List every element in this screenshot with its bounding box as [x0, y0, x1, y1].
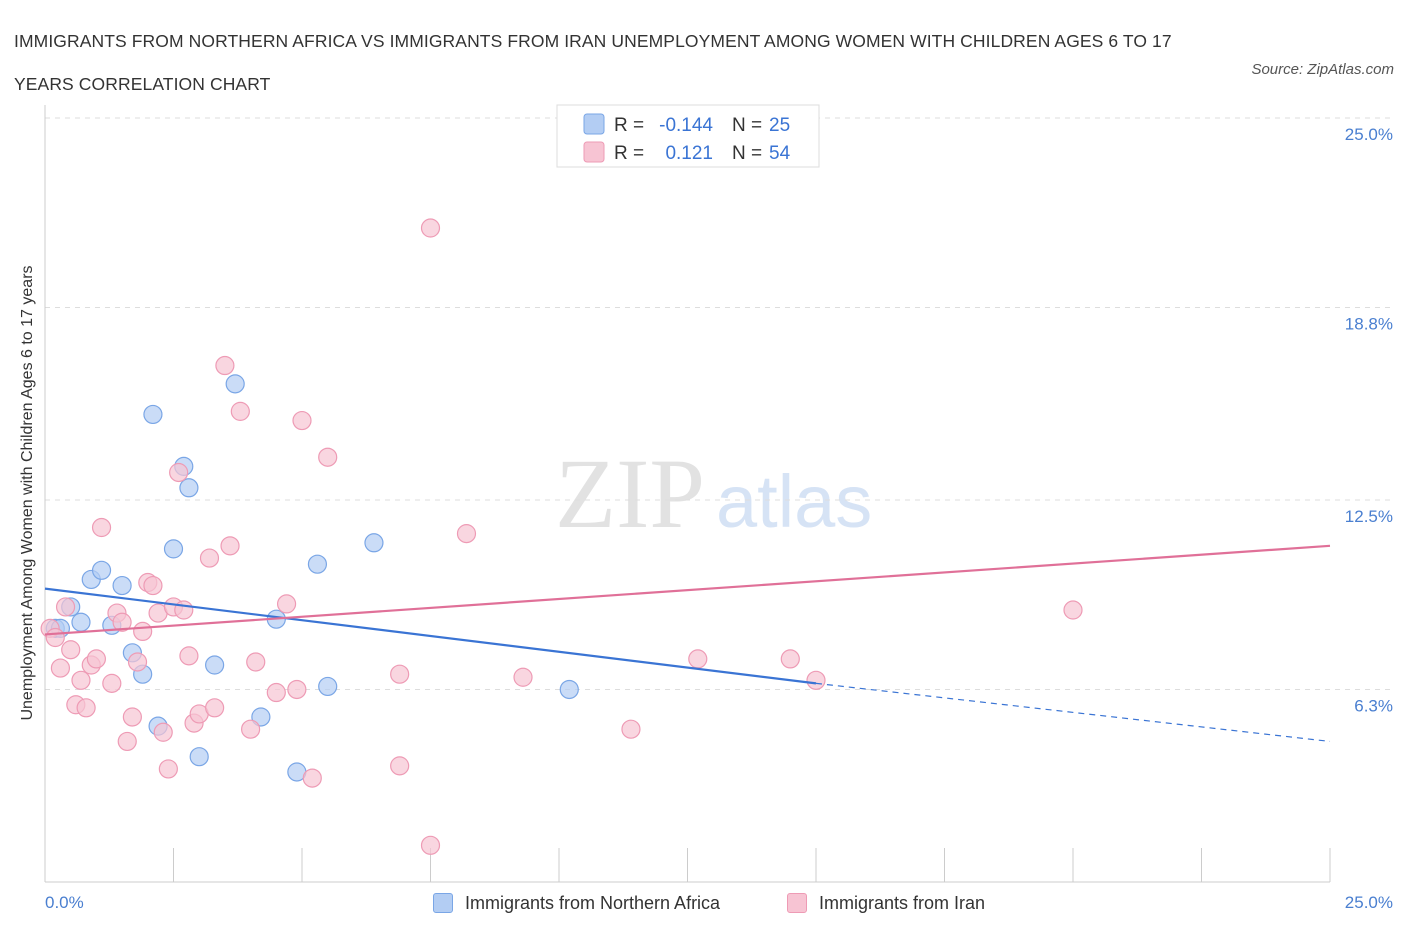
point-northern-africa	[71, 612, 91, 632]
stats-n-value-1: 25	[769, 115, 790, 136]
point-iran	[688, 649, 708, 669]
point-iran	[318, 447, 338, 467]
point-iran	[806, 670, 826, 690]
point-iran	[420, 218, 441, 238]
point-northern-africa	[143, 404, 163, 425]
point-northern-africa	[91, 560, 112, 580]
point-iran	[456, 524, 477, 544]
point-iran	[266, 682, 286, 703]
point-iran	[230, 401, 250, 421]
point-iran	[169, 462, 189, 483]
point-iran	[292, 410, 312, 431]
trendline-iran	[44, 544, 1331, 636]
point-iran	[76, 698, 96, 718]
point-northern-africa	[163, 539, 184, 559]
point-iran	[241, 719, 261, 739]
point-iran	[102, 673, 122, 693]
point-iran	[174, 600, 194, 620]
stats-r-value-1: -0.144	[659, 115, 713, 136]
stats-n-label-2: N =	[732, 143, 762, 164]
y-tick-label: 18.8%	[1345, 314, 1393, 333]
point-iran	[153, 722, 173, 742]
trend-layer	[44, 544, 1331, 743]
stats-n-value-2: 54	[769, 143, 791, 164]
x-tick-label-layer: 0.0% 25.0%	[45, 893, 1393, 912]
grid-layer	[45, 117, 1393, 690]
point-northern-africa	[179, 478, 199, 498]
legend-swatch-iran	[787, 893, 807, 913]
point-iran	[45, 627, 65, 648]
y-tick-label: 12.5%	[1345, 507, 1393, 526]
point-northern-africa	[307, 554, 328, 574]
point-northern-africa	[112, 575, 132, 596]
point-iran	[127, 652, 148, 672]
point-iran	[205, 698, 225, 718]
point-iran	[133, 621, 153, 642]
y-tick-label: 25.0%	[1345, 125, 1393, 144]
point-iran	[71, 670, 91, 690]
chart-source: Source: ZipAtlas.com	[1251, 61, 1394, 78]
point-iran	[199, 548, 220, 568]
legend-label-iran: Immigrants from Iran	[819, 892, 986, 913]
watermark-atlas: atlas	[716, 460, 872, 543]
point-iran	[390, 756, 410, 776]
point-iran	[143, 575, 163, 596]
point-iran	[780, 649, 800, 669]
point-iran	[302, 768, 322, 788]
point-iran	[122, 707, 142, 727]
trendline-northern-africa-extension	[815, 682, 1331, 743]
stats-swatch-iran	[583, 141, 605, 163]
y-tick-label: 6.3%	[1354, 696, 1393, 715]
point-northern-africa	[205, 655, 225, 675]
point-iran	[86, 649, 107, 669]
point-northern-africa	[225, 374, 245, 394]
legend-swatch-northern-africa	[433, 893, 453, 913]
stats-legend: R = -0.144 N = 25 R = 0.121 N = 54	[556, 104, 820, 168]
point-iran	[220, 536, 240, 556]
point-iran	[390, 664, 410, 684]
point-iran	[158, 759, 178, 779]
point-iran	[420, 835, 441, 855]
stats-n-label-1: N =	[732, 115, 762, 136]
stats-r-label-2: R =	[614, 143, 644, 164]
point-iran	[179, 646, 199, 666]
point-northern-africa	[559, 679, 579, 700]
point-iran	[621, 719, 641, 739]
point-iran	[50, 658, 71, 678]
point-northern-africa	[189, 747, 209, 767]
stats-r-label-1: R =	[614, 115, 644, 136]
point-iran	[61, 640, 81, 660]
point-iran	[215, 355, 235, 376]
watermark-zip: ZIP	[555, 438, 705, 549]
point-iran	[55, 597, 76, 617]
chart-title: IMMIGRANTS FROM NORTHERN AFRICA VS IMMIG…	[14, 31, 1172, 94]
x-tick-label-max: 25.0%	[1345, 893, 1393, 912]
point-northern-africa	[364, 533, 384, 553]
point-iran	[246, 652, 266, 672]
point-iran	[112, 612, 132, 632]
legend-label-northern-africa: Immigrants from Northern Africa	[465, 892, 721, 913]
axis-layer	[44, 105, 1331, 883]
legend-item-iran[interactable]: Immigrants from Iran	[787, 890, 985, 916]
point-northern-africa	[251, 707, 271, 727]
point-iran	[1063, 600, 1083, 620]
legend-item-northern-africa[interactable]: Immigrants from Northern Africa	[433, 890, 720, 916]
stats-swatch-northern-africa	[583, 113, 605, 135]
point-iran	[117, 731, 137, 752]
point-iran	[276, 594, 297, 614]
x-tick-label-min: 0.0%	[45, 893, 84, 912]
y-tick-label-layer: 6.3% 12.5% 18.8% 25.0%	[1345, 125, 1393, 715]
point-iran	[91, 517, 112, 538]
stats-r-value-2: 0.121	[665, 143, 713, 164]
point-iran	[287, 679, 307, 700]
trendline-northern-africa	[44, 587, 817, 685]
point-iran	[513, 667, 533, 687]
point-northern-africa	[318, 676, 338, 697]
